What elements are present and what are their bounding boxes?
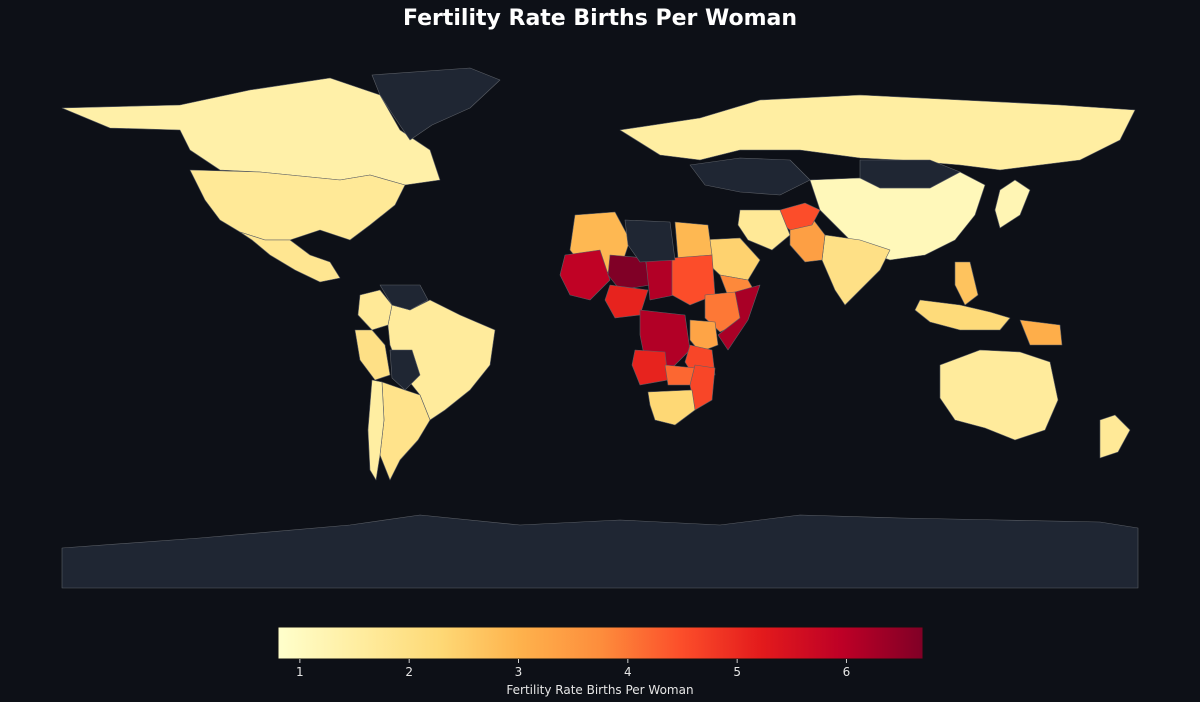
country-somalia — [717, 284, 761, 351]
country-india — [821, 234, 891, 306]
country-united-states — [189, 169, 406, 241]
country-bolivia — [389, 349, 421, 391]
colorbar-tick-label: 2 — [405, 665, 413, 679]
colorbar-tick-label: 6 — [842, 665, 851, 679]
country-libya — [624, 219, 676, 263]
country-nigeria — [604, 284, 649, 319]
country-mexico — [239, 231, 341, 283]
country-papua-new-guinea — [1019, 319, 1063, 346]
country-philippines — [954, 261, 979, 306]
country-egypt — [674, 221, 713, 259]
colorbar-label: Fertility Rate Births Per Woman — [506, 683, 694, 697]
country-new-zealand — [1099, 414, 1131, 459]
country-antarctica — [61, 514, 1139, 589]
country-kazakhstan — [689, 157, 811, 196]
country-japan — [994, 179, 1031, 229]
country-indonesia — [914, 299, 1011, 331]
country-angola — [631, 349, 669, 386]
country-iran — [737, 209, 791, 251]
country-sudan — [671, 254, 716, 306]
colorbar-ticks — [299, 659, 847, 663]
country-mongolia — [859, 159, 961, 189]
country-mozambique — [689, 364, 716, 411]
country-mali — [559, 249, 611, 301]
country-colombia — [357, 289, 393, 331]
country-russia — [619, 94, 1136, 171]
country-south-africa — [647, 389, 696, 426]
colorbar-tick-label: 3 — [514, 665, 523, 679]
country-chile — [367, 379, 385, 481]
colorbar-tick-label: 4 — [624, 665, 632, 679]
country-kenya — [689, 319, 719, 353]
countries-layer — [61, 67, 1139, 589]
colorbar-tick-label: 1 — [296, 665, 304, 679]
colorbar — [277, 626, 924, 663]
country-brazil — [387, 299, 496, 421]
country-venezuela — [379, 284, 429, 311]
country-greenland — [371, 67, 501, 141]
colorbar-gradient — [277, 626, 924, 660]
country-peru — [354, 329, 391, 381]
colorbar-tick-label: 5 — [733, 665, 741, 679]
map-title: Fertility Rate Births Per Woman — [402, 6, 798, 31]
country-australia — [939, 349, 1059, 441]
